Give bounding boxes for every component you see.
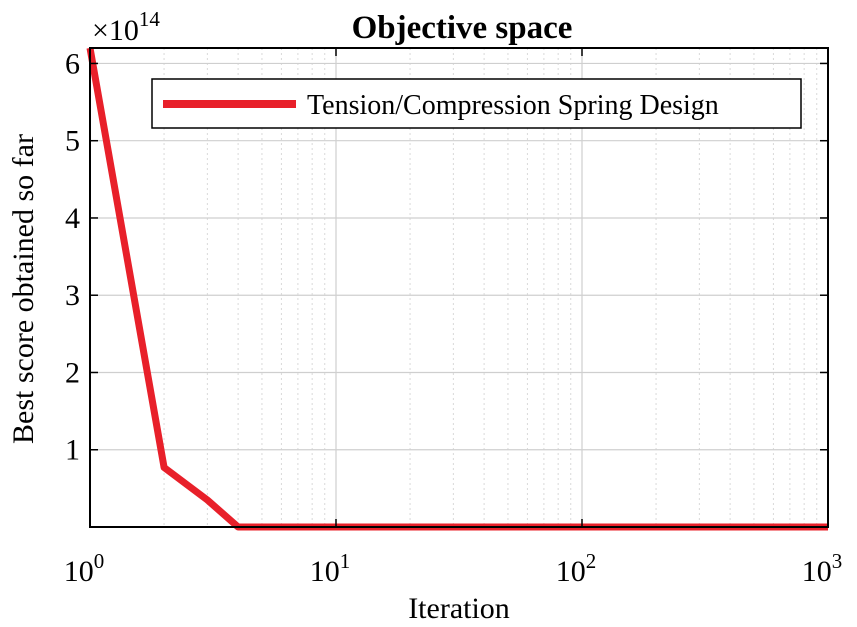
x-tick-label: 101	[310, 549, 351, 588]
y-axis-label: Best score obtained so far	[7, 134, 40, 444]
y-tick-label: 4	[65, 202, 80, 235]
y-tick-label: 3	[65, 279, 80, 312]
legend-label: Tension/Compression Spring Design	[307, 90, 719, 121]
y-tick-label: 6	[65, 47, 80, 80]
axis-ticks: 100 101 102 103 1 2 3 4 5 6	[64, 47, 843, 588]
x-tick-label: 102	[556, 549, 597, 588]
y-tick-label: 1	[65, 434, 80, 467]
legend: Tension/Compression Spring Design	[151, 78, 802, 129]
y-tick-label: 2	[65, 356, 80, 389]
x-axis-label: Iteration	[408, 592, 510, 625]
plot-frame	[89, 47, 829, 528]
y-tick-label: 5	[65, 125, 80, 158]
chart-title: Objective space	[352, 10, 573, 46]
y-axis-multiplier: ×1014	[92, 7, 160, 47]
x-tick-label: 103	[802, 549, 843, 588]
x-tick-label: 100	[64, 549, 105, 588]
